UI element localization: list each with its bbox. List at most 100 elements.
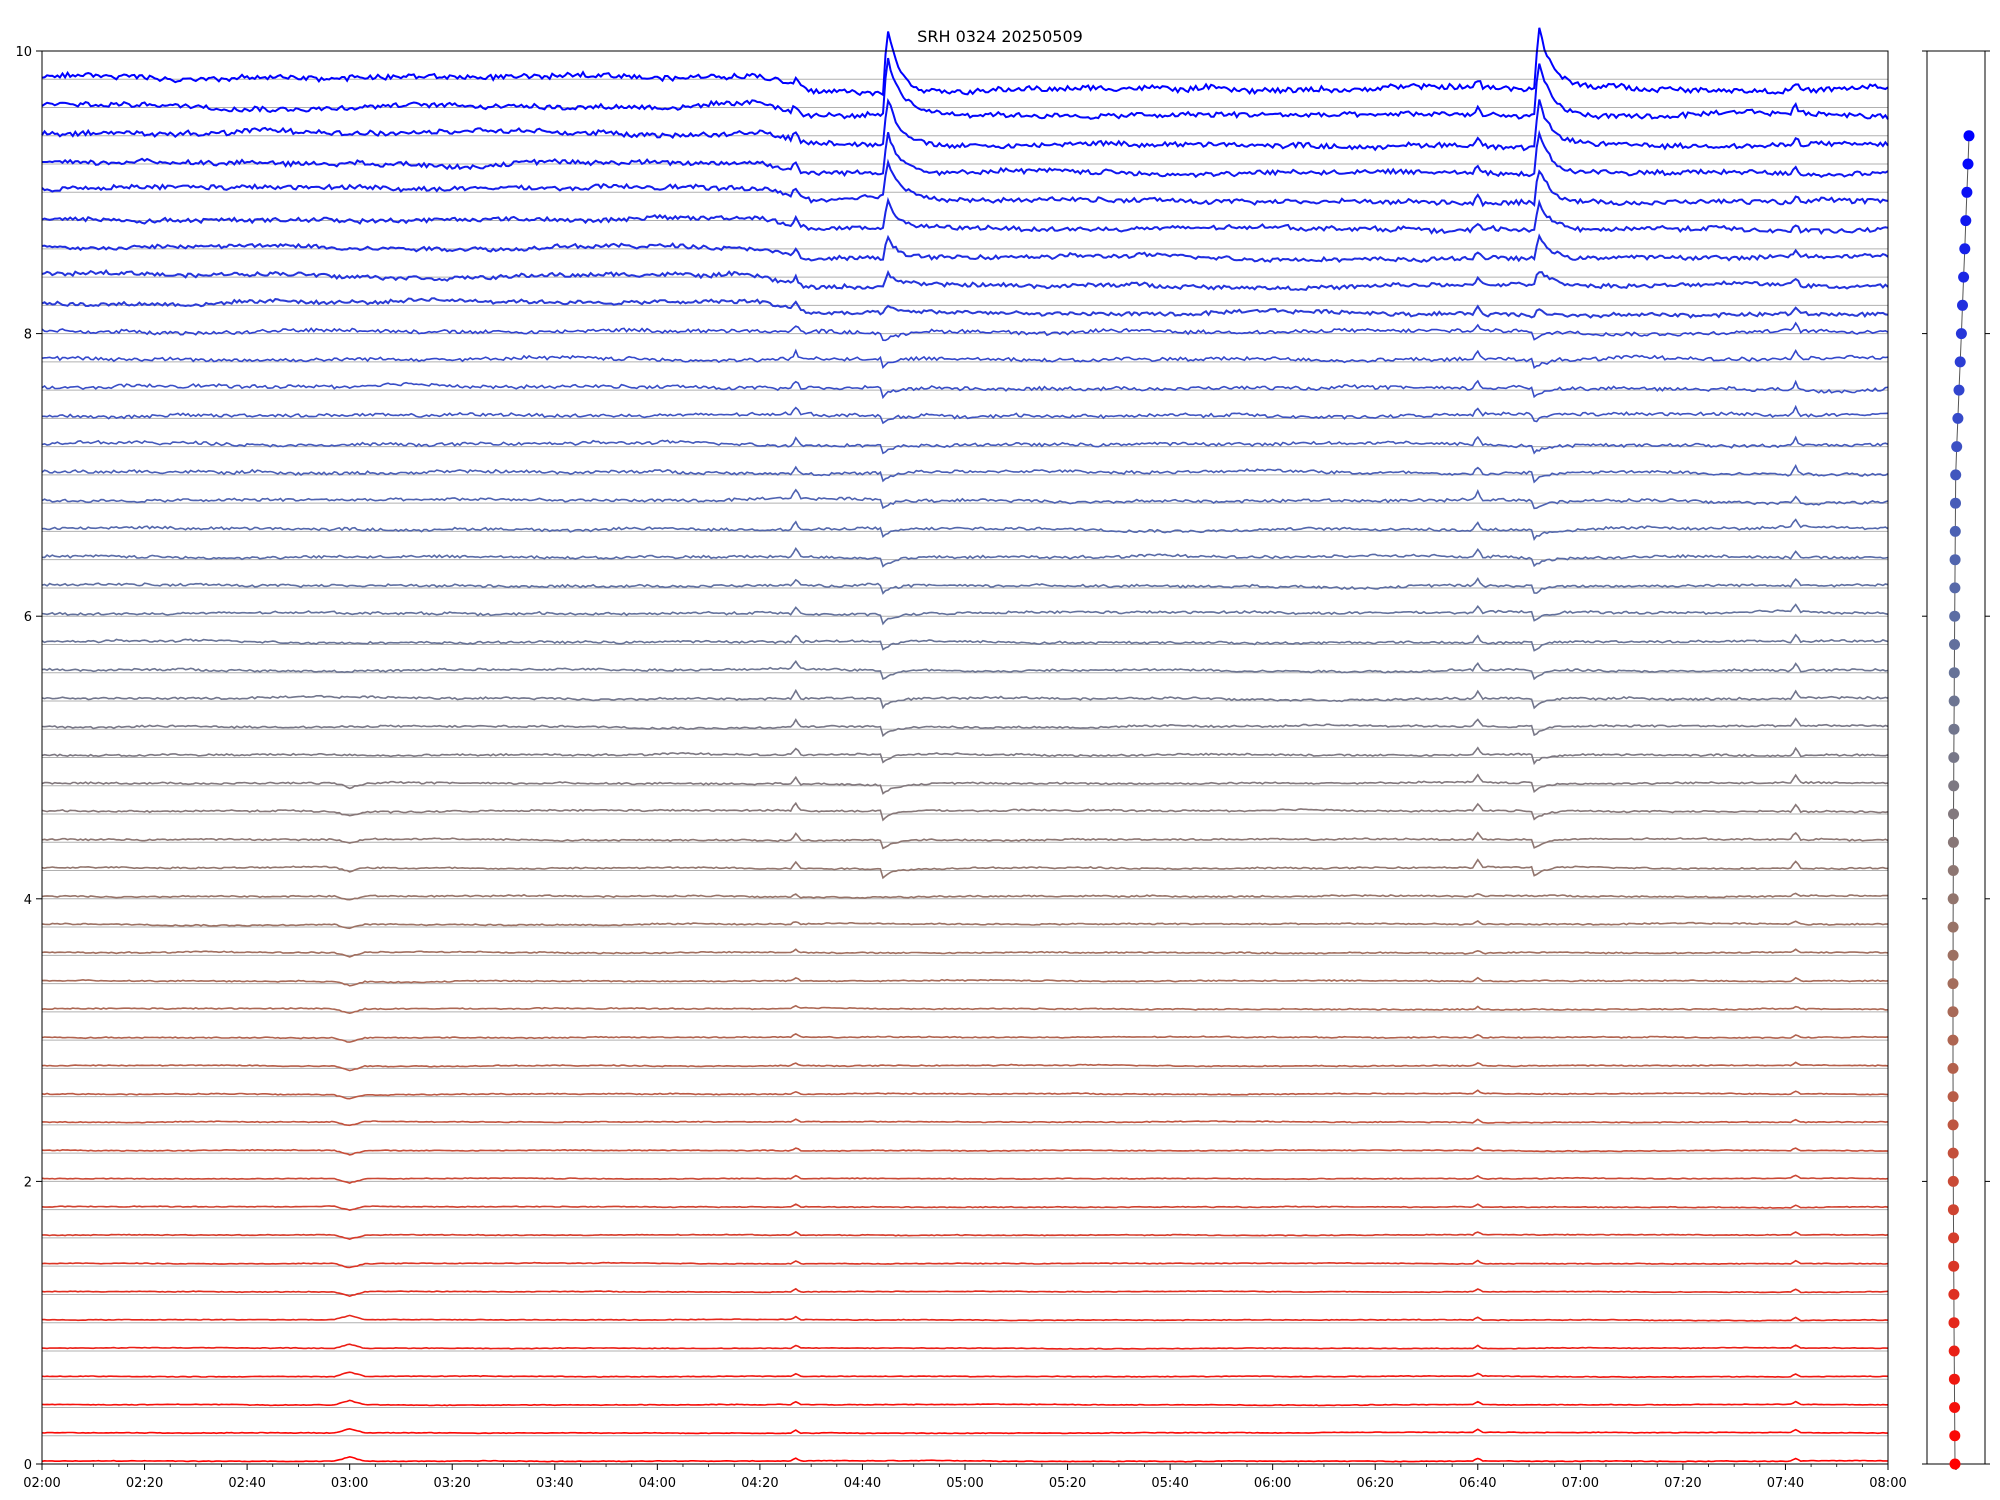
series-line-7 (41, 1259, 1889, 1269)
y-axis: 0 2 4 6 8 10 (15, 45, 42, 1473)
series-line-6 (41, 1287, 1889, 1298)
series-line-36 (41, 435, 1889, 455)
series-line-41 (41, 297, 1889, 319)
x-tick-label-8: 04:40 (844, 1476, 881, 1491)
series-line-39 (41, 348, 1889, 370)
side-marker-1 (1949, 1430, 1961, 1442)
series-line-37 (42, 404, 1889, 425)
side-marker-45 (1961, 186, 1973, 198)
side-marker-9 (1947, 1204, 1959, 1216)
side-marker-17 (1947, 978, 1959, 990)
x-tick-label-18: 08:00 (1869, 1476, 1906, 1491)
main-gridlines (42, 78, 1888, 1465)
x-tick-label-14: 06:40 (1459, 1476, 1496, 1491)
series-line-49 (41, 27, 1889, 97)
side-marker-40 (1955, 328, 1967, 340)
series-line-11 (41, 1146, 1889, 1156)
side-panel-ticks (1922, 50, 1990, 1470)
series-line-29 (41, 633, 1889, 652)
side-marker-6 (1948, 1288, 1960, 1300)
series-line-13 (41, 1089, 1889, 1100)
side-marker-27 (1948, 695, 1960, 707)
side-marker-19 (1947, 921, 1959, 933)
side-marker-30 (1949, 610, 1961, 622)
side-marker-44 (1960, 215, 1972, 227)
series-line-14 (41, 1061, 1889, 1072)
x-tick-label-9: 05:00 (946, 1476, 983, 1491)
series-line-31 (41, 577, 1889, 595)
side-panel-markers (1947, 130, 1975, 1470)
side-marker-39 (1954, 356, 1966, 368)
series-line-26 (41, 717, 1889, 738)
x-tick-label-4: 03:20 (433, 1476, 470, 1491)
x-tick-label-3: 03:00 (331, 1476, 368, 1491)
x-tick-label-6: 04:00 (639, 1476, 676, 1491)
series-line-17 (41, 976, 1889, 987)
x-axis: 02:00 02:20 02:40 03:00 03:20 03:40 04:00 04:20… (23, 1464, 1907, 1491)
side-marker-36 (1951, 441, 1963, 453)
series-line-1 (41, 1427, 1888, 1435)
series-line-15 (41, 1032, 1889, 1043)
series-line-12 (42, 1118, 1889, 1127)
y-tick-label-1: 2 (24, 1175, 32, 1190)
x-tick-label-10: 05:20 (1049, 1476, 1086, 1491)
x-tick-label-0: 02:00 (23, 1476, 60, 1491)
side-marker-16 (1947, 1006, 1959, 1018)
side-marker-20 (1947, 893, 1959, 905)
side-marker-31 (1949, 582, 1961, 594)
chart-title: SRH 0324 20250509 (917, 27, 1083, 46)
side-marker-3 (1948, 1373, 1960, 1385)
side-marker-29 (1949, 639, 1960, 650)
side-marker-18 (1947, 949, 1959, 961)
side-marker-24 (1948, 780, 1960, 792)
side-marker-10 (1947, 1175, 1959, 1187)
series-line-44 (41, 196, 1889, 236)
x-tick-label-5: 03:40 (536, 1476, 573, 1491)
side-marker-21 (1947, 865, 1959, 876)
series-line-46 (42, 129, 1889, 179)
side-marker-37 (1952, 412, 1964, 424)
series-line-3 (41, 1371, 1889, 1379)
series-line-27 (41, 688, 1889, 710)
side-marker-34 (1950, 497, 1961, 509)
x-tick-label-11: 05:40 (1151, 1476, 1188, 1491)
series-line-16 (41, 1004, 1889, 1015)
series-line-47 (41, 97, 1889, 152)
series-line-21 (41, 858, 1889, 880)
x-tick-label-12: 06:00 (1254, 1476, 1291, 1491)
side-marker-47 (1963, 130, 1975, 142)
series-line-19 (41, 920, 1889, 930)
side-marker-5 (1948, 1317, 1960, 1329)
series-line-34 (41, 488, 1889, 510)
side-marker-33 (1949, 525, 1961, 537)
y-tick-label-2: 4 (24, 893, 32, 908)
series-line-8 (41, 1230, 1889, 1241)
x-tick-label-1: 02:20 (126, 1476, 163, 1491)
side-marker-25 (1948, 752, 1960, 763)
series-line-43 (41, 233, 1889, 264)
side-marker-14 (1947, 1062, 1959, 1074)
x-tick-label-15: 07:00 (1562, 1476, 1599, 1491)
side-marker-26 (1948, 723, 1960, 735)
series-line-4 (41, 1343, 1889, 1350)
side-marker-41 (1957, 299, 1968, 311)
series-line-24 (41, 773, 1889, 795)
series-line-10 (41, 1174, 1889, 1184)
side-marker-7 (1948, 1260, 1960, 1272)
side-marker-0 (1949, 1458, 1961, 1470)
series-line-40 (41, 321, 1889, 342)
side-marker-42 (1958, 271, 1970, 283)
series-line-48 (41, 57, 1889, 120)
x-tick-label-13: 06:20 (1356, 1476, 1393, 1491)
series-line-18 (41, 948, 1889, 958)
series-line-0 (41, 1455, 1889, 1463)
series-line-30 (41, 603, 1889, 626)
side-panel (1922, 50, 1990, 1470)
side-marker-2 (1949, 1402, 1961, 1413)
y-tick-label-4: 8 (24, 328, 32, 343)
side-marker-43 (1959, 243, 1971, 255)
main-series-group (41, 27, 1889, 1463)
side-marker-23 (1948, 808, 1959, 820)
side-marker-8 (1948, 1232, 1960, 1244)
